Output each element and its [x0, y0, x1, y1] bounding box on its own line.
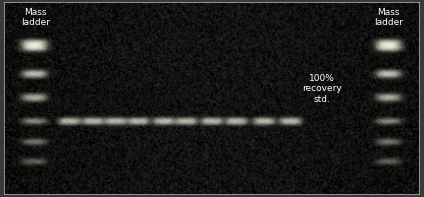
Text: Mass
ladder: Mass ladder — [374, 8, 403, 27]
Text: Mass
ladder: Mass ladder — [21, 8, 50, 27]
Text: 100%
recovery
std.: 100% recovery std. — [302, 74, 342, 104]
